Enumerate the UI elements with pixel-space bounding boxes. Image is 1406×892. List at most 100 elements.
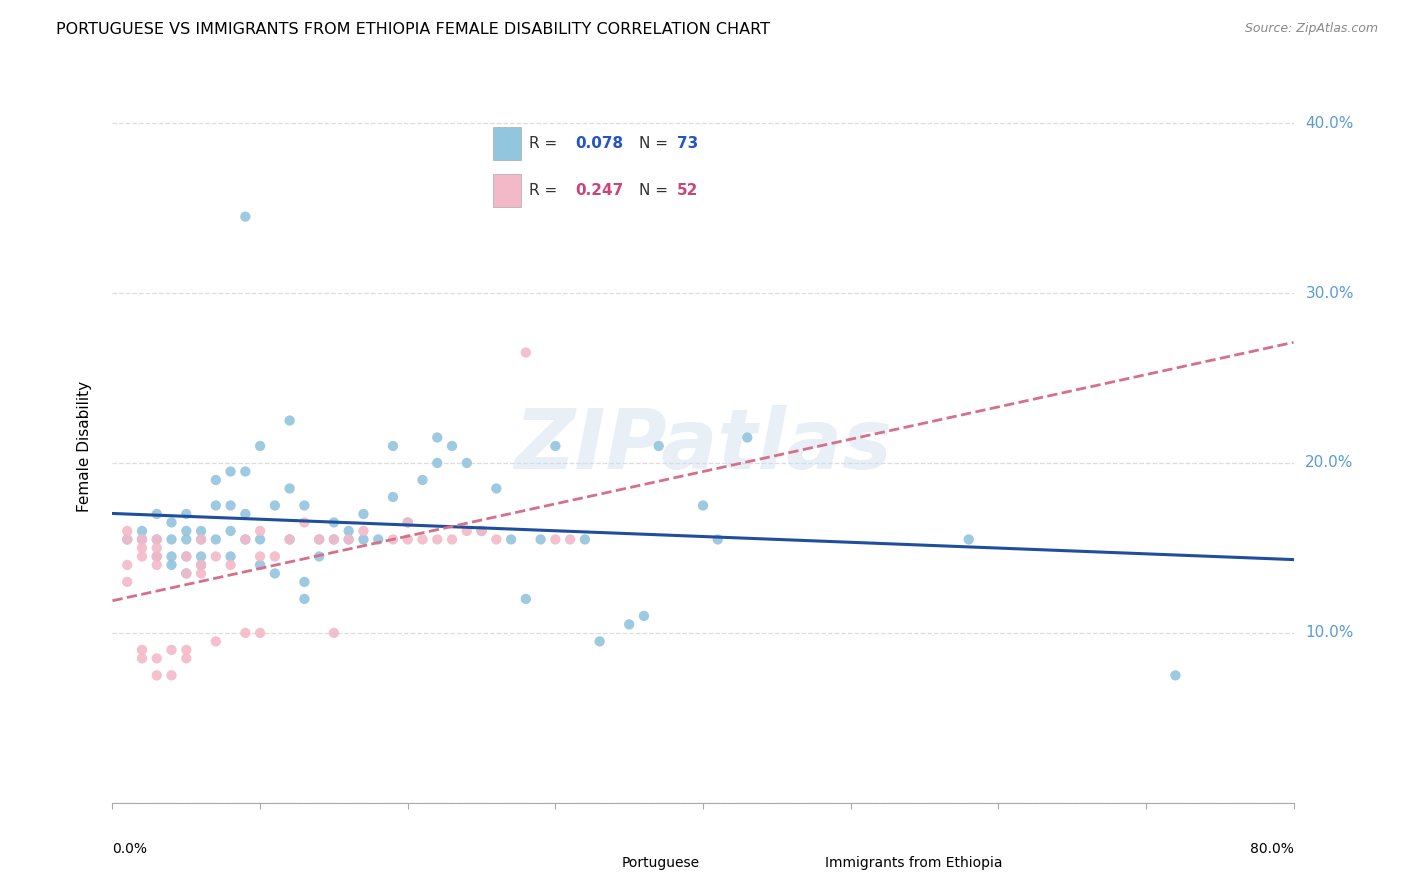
Text: N =: N = — [638, 136, 672, 151]
Point — [233, 533, 256, 547]
Point — [233, 626, 256, 640]
Point — [174, 566, 197, 581]
Point — [233, 210, 256, 224]
Point — [174, 533, 197, 547]
Point — [117, 574, 138, 589]
Point — [131, 533, 153, 547]
Point — [396, 516, 419, 530]
Point — [352, 524, 374, 538]
Point — [574, 533, 596, 547]
Text: 73: 73 — [678, 136, 699, 151]
Point — [633, 608, 655, 623]
Point — [160, 668, 183, 682]
Point — [278, 533, 301, 547]
Point — [470, 524, 494, 538]
Point — [278, 482, 301, 496]
Point — [131, 651, 153, 665]
Point — [352, 507, 374, 521]
Point — [249, 533, 271, 547]
Point — [352, 533, 374, 547]
Point — [544, 533, 567, 547]
Point — [205, 473, 228, 487]
Point — [292, 516, 315, 530]
Text: Source: ZipAtlas.com: Source: ZipAtlas.com — [1244, 22, 1378, 36]
Point — [647, 439, 671, 453]
Point — [308, 549, 330, 564]
Point — [174, 549, 197, 564]
Point — [117, 533, 138, 547]
Text: 20.0%: 20.0% — [1305, 456, 1354, 470]
Point — [456, 456, 478, 470]
Text: R =: R = — [529, 184, 562, 198]
Point — [264, 566, 287, 581]
FancyBboxPatch shape — [494, 175, 520, 207]
Point — [131, 533, 153, 547]
Text: 30.0%: 30.0% — [1305, 285, 1354, 301]
Text: Immigrants from Ethiopia: Immigrants from Ethiopia — [825, 855, 1002, 870]
Point — [485, 482, 508, 496]
Point — [117, 558, 138, 572]
Point — [588, 634, 610, 648]
Point — [249, 626, 271, 640]
Point — [264, 549, 287, 564]
Point — [619, 617, 641, 632]
Point — [146, 668, 169, 682]
Text: 0.247: 0.247 — [575, 184, 624, 198]
Point — [146, 549, 169, 564]
Point — [367, 533, 389, 547]
Point — [160, 549, 183, 564]
Point — [146, 651, 169, 665]
Point — [131, 549, 153, 564]
Point — [174, 566, 197, 581]
Text: ZIPatlas: ZIPatlas — [515, 406, 891, 486]
Point — [426, 456, 449, 470]
Point — [233, 507, 256, 521]
Point — [323, 533, 346, 547]
Point — [396, 516, 419, 530]
Point — [219, 549, 242, 564]
Point — [205, 499, 228, 513]
Point — [160, 558, 183, 572]
Text: 80.0%: 80.0% — [1250, 842, 1294, 856]
Point — [323, 533, 346, 547]
Point — [160, 516, 183, 530]
Point — [190, 524, 212, 538]
Point — [205, 533, 228, 547]
Point — [426, 430, 449, 444]
Text: 0.0%: 0.0% — [112, 842, 148, 856]
Point — [233, 533, 256, 547]
Point — [264, 499, 287, 513]
Point — [249, 439, 271, 453]
Point — [219, 524, 242, 538]
Point — [190, 558, 212, 572]
Point — [174, 643, 197, 657]
Point — [441, 439, 464, 453]
Point — [515, 345, 537, 359]
Text: N =: N = — [638, 184, 672, 198]
Point — [278, 533, 301, 547]
Text: 52: 52 — [678, 184, 699, 198]
Point — [278, 413, 301, 427]
Text: 40.0%: 40.0% — [1305, 116, 1354, 131]
Point — [323, 516, 346, 530]
Point — [174, 524, 197, 538]
Point — [190, 549, 212, 564]
Point — [160, 533, 183, 547]
Point — [146, 558, 169, 572]
Point — [501, 533, 523, 547]
Point — [146, 549, 169, 564]
Point — [190, 533, 212, 547]
Point — [470, 524, 494, 538]
Point — [146, 541, 169, 555]
Point — [706, 533, 728, 547]
Point — [337, 533, 360, 547]
Point — [515, 591, 537, 606]
Point — [737, 430, 759, 444]
Point — [957, 533, 980, 547]
Text: R =: R = — [529, 136, 562, 151]
Text: 10.0%: 10.0% — [1305, 625, 1354, 640]
Point — [219, 499, 242, 513]
Point — [190, 566, 212, 581]
Point — [190, 558, 212, 572]
Point — [249, 524, 271, 538]
